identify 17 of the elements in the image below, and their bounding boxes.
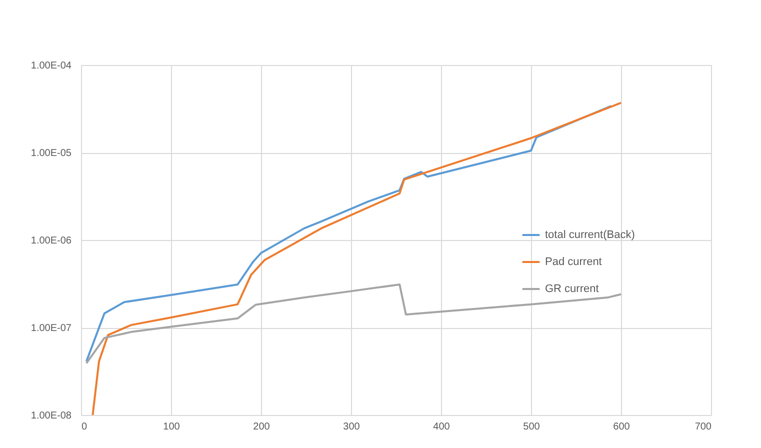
- line-series: [85, 284, 622, 364]
- legend-label: GR current: [545, 283, 599, 295]
- x-tick-label: 400: [433, 422, 450, 432]
- legend-label: Pad current: [545, 256, 602, 268]
- y-tick-label: 1.00E-08: [30, 410, 72, 422]
- x-tick-label: 100: [163, 422, 180, 432]
- x-tick-label: 200: [253, 422, 270, 432]
- x-tick-label: 0: [82, 422, 88, 432]
- x-tick-label: 600: [613, 422, 630, 432]
- y-tick-label: 1.00E-05: [30, 148, 72, 159]
- x-tick-label: 300: [343, 422, 360, 432]
- legend-label: total current(Back): [545, 229, 635, 241]
- x-tick-label: 500: [523, 422, 540, 432]
- x-tick-label: 700: [694, 422, 712, 432]
- y-tick-label: 1.00E-04: [30, 60, 72, 72]
- y-tick-label: 1.00E-07: [30, 323, 72, 334]
- y-tick-label: 1.00E-06: [30, 236, 72, 246]
